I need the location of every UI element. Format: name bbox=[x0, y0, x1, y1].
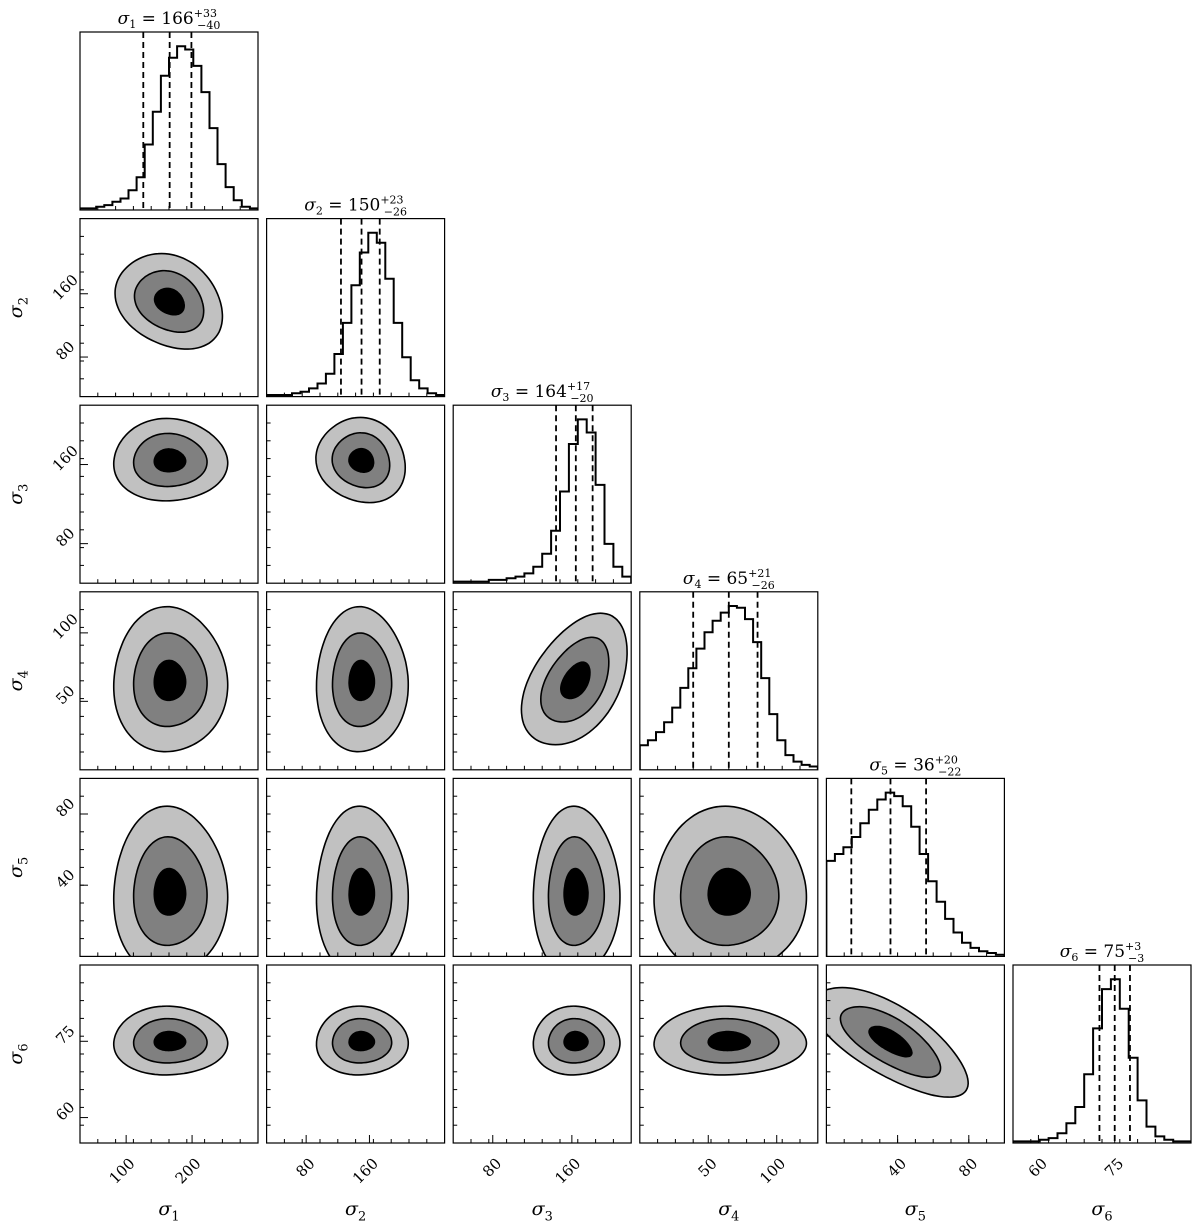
x-tick-label: 160 bbox=[349, 1154, 382, 1187]
panel-σ5-vs-σ2 bbox=[266, 777, 446, 958]
axis-label-σ6: σ6 bbox=[5, 1043, 32, 1064]
axis-label-σ5: σ5 bbox=[5, 857, 32, 878]
panel-σ6-vs-σ3: 80 160 σ3 bbox=[452, 964, 632, 1225]
y-tick-label: 160 bbox=[49, 442, 82, 475]
title-σ2: σ2 = 150+23 −26 bbox=[304, 194, 407, 219]
axis-label-σ3: σ3 bbox=[5, 484, 32, 505]
x-tick-label: 100 bbox=[106, 1154, 139, 1187]
contour-inner-σ6-σ5 bbox=[868, 1025, 913, 1058]
x-tick-label: 40 bbox=[884, 1154, 910, 1180]
axis-label-σ1: σ1 bbox=[158, 1198, 179, 1223]
axis-label-σ2: σ2 bbox=[5, 297, 32, 318]
y-tick-label: 50 bbox=[52, 682, 78, 708]
y-tick-label: 75 bbox=[52, 1022, 78, 1048]
panel-σ6-vs-σ6: σ6 = 75+3 −3 60 75 σ6 bbox=[1012, 940, 1192, 1225]
y-tick-label: 40 bbox=[52, 866, 78, 892]
title-σ3: σ3 = 164+17 −20 bbox=[491, 380, 594, 405]
panel-σ5-vs-σ5: σ5 = 36+20 −22 bbox=[825, 753, 1006, 958]
x-tick-label: 200 bbox=[172, 1154, 205, 1187]
x-tick-label: 60 bbox=[1025, 1154, 1051, 1180]
panel-σ4-vs-σ4: σ4 = 65+21 −26 bbox=[639, 567, 819, 771]
contour-inner-σ5-σ1 bbox=[153, 867, 187, 916]
panel-frame bbox=[266, 218, 446, 398]
contour-inner-σ4-σ3 bbox=[559, 661, 591, 700]
x-tick-label: 160 bbox=[551, 1154, 584, 1187]
y-tick-label: 80 bbox=[52, 524, 78, 550]
panel-frame bbox=[825, 777, 1006, 958]
title-σ1: σ1 = 166+33 −40 bbox=[118, 7, 221, 32]
panel-σ4-vs-σ1: 50 100 σ4 bbox=[5, 591, 259, 771]
panel-σ3-vs-σ3: σ3 = 164+17 −20 bbox=[452, 380, 632, 584]
contour-inner-σ6-σ3 bbox=[563, 1030, 589, 1052]
x-tick-label: 50 bbox=[695, 1154, 721, 1180]
histogram-σ2 bbox=[266, 231, 445, 397]
axis-label-σ4: σ4 bbox=[5, 670, 32, 691]
x-tick-label: 80 bbox=[955, 1154, 981, 1180]
axis-label-σ4: σ4 bbox=[718, 1198, 739, 1223]
axis-label-σ2: σ2 bbox=[345, 1198, 366, 1223]
contour-inner-σ4-σ1 bbox=[153, 659, 187, 702]
contour-inner-σ6-σ1 bbox=[153, 1030, 187, 1052]
histogram-σ5 bbox=[826, 791, 1005, 957]
panel-σ4-vs-σ2 bbox=[266, 591, 446, 771]
x-tick-label: 100 bbox=[756, 1154, 789, 1187]
contour-inner-σ6-σ4 bbox=[707, 1030, 752, 1052]
y-tick-label: 80 bbox=[52, 795, 78, 821]
panel-σ5-vs-σ1: 40 80 σ5 bbox=[5, 777, 259, 958]
panel-σ6-vs-σ2: 80 160 σ2 bbox=[266, 964, 446, 1225]
y-tick-label: 80 bbox=[52, 338, 78, 364]
contour-inner-σ5-σ4 bbox=[707, 867, 752, 916]
y-tick-label: 60 bbox=[52, 1098, 78, 1124]
panel-σ2-vs-σ1: 80 160 σ2 bbox=[5, 218, 259, 398]
panel-σ3-vs-σ1: 80 160 σ3 bbox=[5, 404, 259, 584]
contour-inner-σ6-σ2 bbox=[348, 1030, 376, 1052]
panel-σ6-vs-σ4: 50 100 σ4 bbox=[639, 964, 819, 1225]
contour-inner-σ5-σ2 bbox=[348, 867, 376, 916]
axis-label-σ3: σ3 bbox=[532, 1198, 553, 1223]
histogram-σ3 bbox=[453, 418, 632, 584]
panel-σ4-vs-σ3 bbox=[452, 591, 632, 771]
x-tick-label: 80 bbox=[292, 1154, 318, 1180]
panel-σ5-vs-σ4 bbox=[639, 777, 819, 958]
y-tick-label: 160 bbox=[49, 271, 82, 304]
histogram-σ6 bbox=[1013, 978, 1191, 1143]
panel-σ1-vs-σ1: σ1 = 166+33 −40 bbox=[79, 7, 259, 211]
title-σ5: σ5 = 36+20 −22 bbox=[869, 753, 961, 778]
contour-inner-σ5-σ3 bbox=[563, 867, 589, 916]
panel-σ3-vs-σ2 bbox=[266, 404, 446, 584]
contour-inner-σ2-σ1 bbox=[153, 287, 186, 316]
contour-inner-σ4-σ2 bbox=[348, 659, 376, 702]
title-σ6: σ6 = 75+3 −3 bbox=[1060, 940, 1145, 965]
contour-inner-σ3-σ1 bbox=[153, 448, 187, 473]
histogram-σ4 bbox=[639, 605, 818, 770]
panel-σ6-vs-σ5: 40 80 σ5 bbox=[825, 964, 1006, 1225]
y-tick-label: 100 bbox=[49, 610, 82, 643]
contour-inner-σ3-σ2 bbox=[348, 447, 375, 474]
title-σ4: σ4 = 65+21 −26 bbox=[683, 567, 775, 592]
panel-σ2-vs-σ2: σ2 = 150+23 −26 bbox=[266, 194, 446, 398]
x-tick-label: 80 bbox=[479, 1154, 505, 1180]
panel-σ6-vs-σ1: 100 200 σ1 60 75 σ6 bbox=[5, 964, 259, 1225]
axis-label-σ5: σ5 bbox=[905, 1198, 926, 1223]
panel-σ5-vs-σ3 bbox=[452, 777, 632, 958]
axis-label-σ6: σ6 bbox=[1091, 1198, 1112, 1223]
x-tick-label: 75 bbox=[1101, 1154, 1127, 1180]
